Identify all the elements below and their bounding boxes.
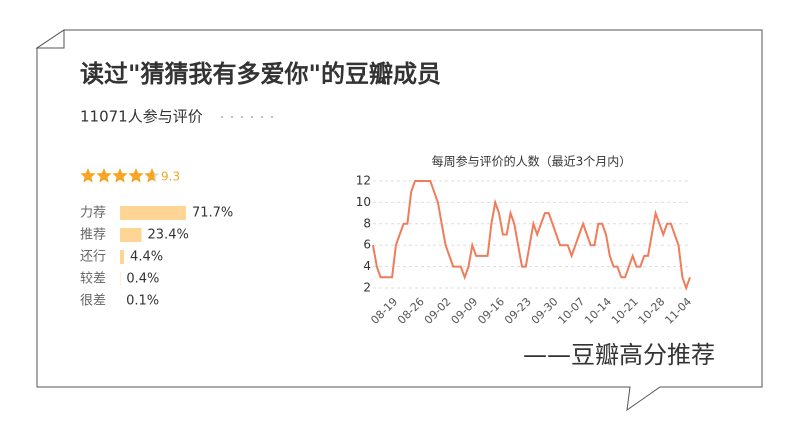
star [96, 168, 112, 183]
rating-label: 力荐 [80, 206, 106, 221]
rating-value: 4.4% [130, 250, 163, 265]
rating-label: 推荐 [80, 228, 106, 243]
y-tick-label: 10 [356, 195, 371, 209]
rating-label: 还行 [80, 250, 106, 265]
footer: ——豆瓣高分推荐 [523, 341, 715, 369]
y-tick-label: 6 [363, 238, 371, 252]
subtitle: 11071人参与评价 [80, 108, 203, 126]
star [128, 168, 144, 183]
rating-bar [120, 250, 125, 264]
rating-value: 23.4% [148, 228, 189, 243]
folded-corner [35, 29, 65, 49]
stars [80, 168, 160, 183]
star [80, 168, 96, 183]
rating-value: 71.7% [192, 206, 233, 221]
speech-frame [36, 29, 763, 412]
rating-bar [120, 228, 142, 242]
star [112, 168, 128, 183]
y-tick-label: 2 [363, 281, 371, 295]
dots [221, 116, 273, 118]
y-tick-label: 4 [363, 259, 371, 273]
title: 读过"猜猜我有多爱你"的豆瓣成员 [80, 60, 441, 88]
rating-label: 很差 [80, 294, 106, 309]
rating-value: 0.4% [126, 272, 159, 287]
rating-value: 0.1% [126, 294, 159, 309]
stars-filled [80, 168, 155, 183]
score: 9.3 [161, 170, 180, 184]
series-line [372, 180, 691, 291]
chart-title: 每周参与评价的人数（最近3个月内） [432, 154, 632, 169]
y-tick-label: 12 [356, 173, 371, 187]
rating-bar [120, 206, 186, 220]
rating-label: 较差 [80, 272, 106, 287]
y-tick-label: 8 [363, 216, 371, 230]
star [144, 168, 155, 183]
